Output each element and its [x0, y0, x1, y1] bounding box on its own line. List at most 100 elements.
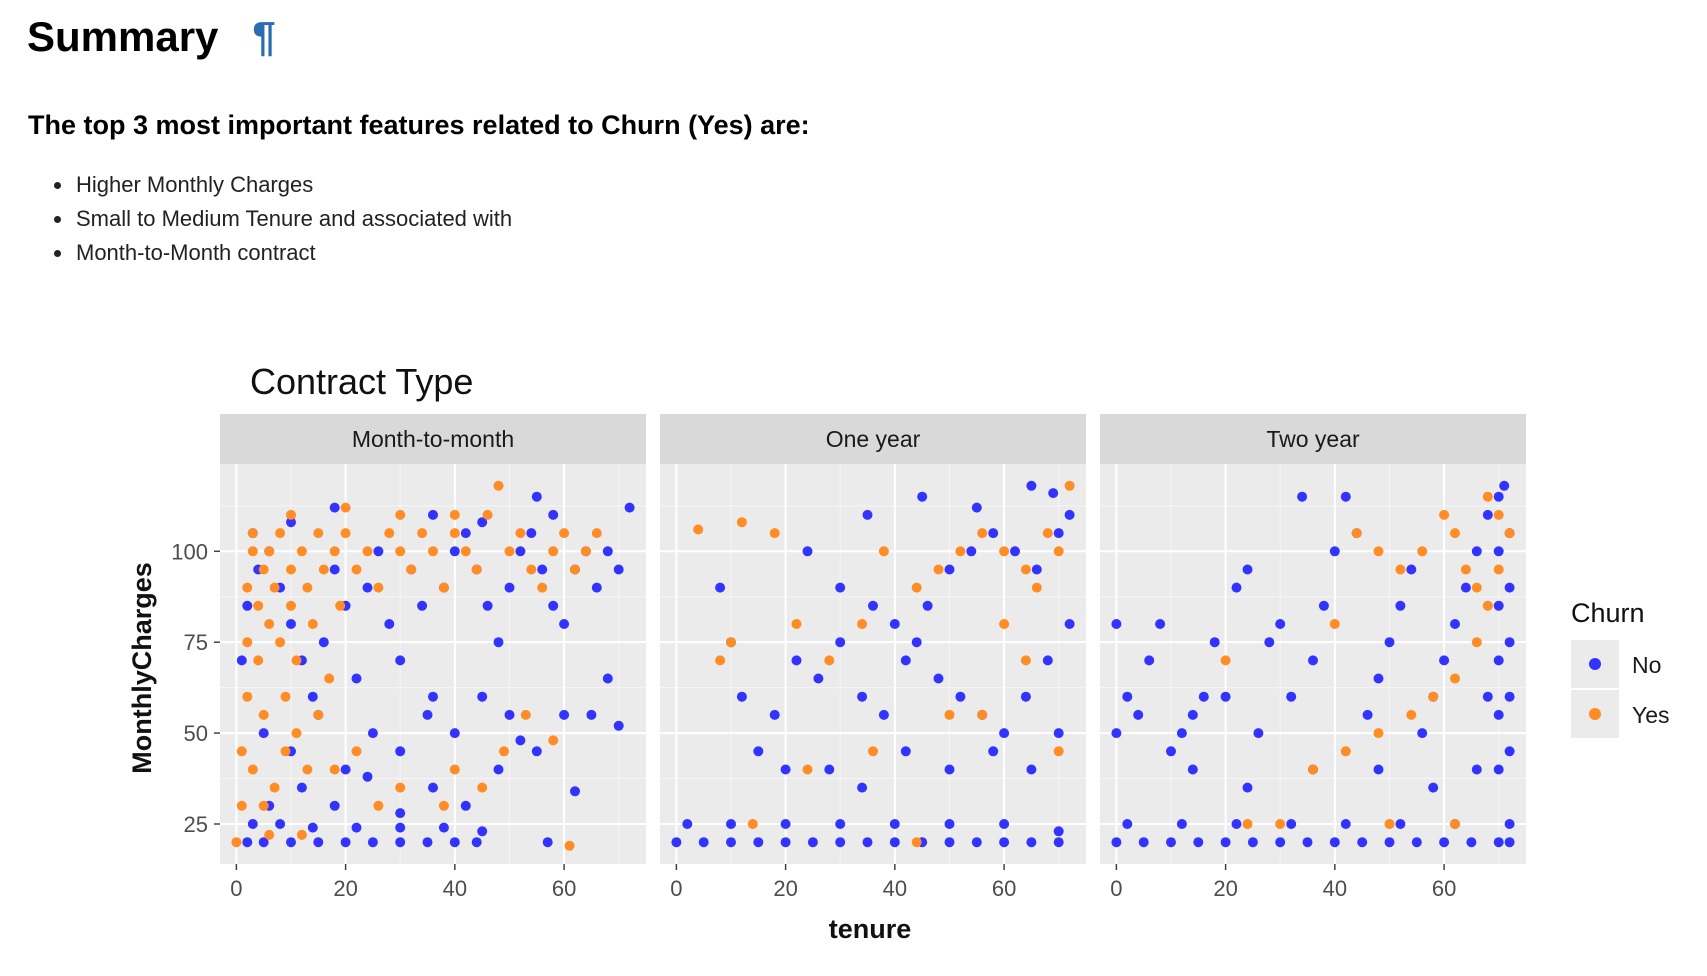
data-point-no — [296, 782, 307, 793]
data-point-no — [988, 528, 999, 539]
data-point-no — [1166, 746, 1176, 757]
data-point-yes — [247, 528, 258, 539]
data-point-yes — [258, 800, 269, 811]
data-point-no — [1138, 837, 1149, 848]
data-point-no — [944, 819, 955, 829]
data-point-yes — [559, 528, 570, 539]
data-point-no — [878, 709, 889, 720]
data-point-yes — [1031, 582, 1042, 593]
data-point-no — [351, 822, 362, 833]
x-tick-label: 40 — [443, 876, 467, 901]
data-point-no — [1493, 546, 1504, 557]
data-point-no — [449, 728, 460, 739]
data-point-no — [460, 528, 471, 539]
legend-label: Yes — [1632, 702, 1670, 728]
legend-label: No — [1632, 652, 1661, 678]
data-point-no — [258, 728, 269, 739]
data-point-no — [1373, 673, 1384, 684]
data-point-no — [395, 655, 406, 666]
facet-strip — [1100, 414, 1526, 464]
data-point-yes — [395, 509, 406, 520]
data-point-yes — [1020, 564, 1031, 575]
data-point-no — [922, 600, 933, 611]
data-point-yes — [242, 637, 253, 648]
data-point-yes — [1220, 655, 1231, 666]
data-point-yes — [1482, 491, 1493, 502]
data-point-yes — [1471, 582, 1482, 593]
data-point-yes — [296, 546, 307, 557]
data-point-no — [1031, 564, 1042, 575]
data-point-no — [1504, 746, 1515, 757]
data-point-no — [1504, 582, 1515, 593]
data-point-no — [351, 673, 362, 684]
facet-panel: Month-to-month 0 20 40 60 25 50 75 100 — [171, 414, 646, 901]
data-point-no — [1362, 709, 1373, 720]
data-point-yes — [548, 735, 559, 746]
data-point-yes — [1373, 728, 1384, 739]
data-point-no — [1406, 564, 1417, 575]
data-point-no — [835, 582, 846, 593]
data-point-yes — [231, 837, 242, 848]
data-point-yes — [1493, 509, 1504, 520]
data-point-no — [242, 837, 253, 848]
data-point-yes — [236, 746, 247, 757]
data-point-yes — [1053, 746, 1064, 757]
data-point-no — [1439, 837, 1450, 848]
data-point-no — [384, 619, 395, 629]
data-point-yes — [1053, 546, 1064, 557]
data-point-no — [417, 600, 428, 611]
data-point-no — [428, 782, 438, 793]
facet-panel: One year 0 20 40 60 — [660, 414, 1086, 901]
data-point-yes — [373, 582, 384, 593]
legend: Churn No Yes — [1571, 598, 1670, 738]
data-point-yes — [324, 673, 335, 684]
data-point-yes — [1450, 819, 1460, 829]
data-point-yes — [307, 619, 318, 629]
y-tick-label: 100 — [171, 539, 208, 564]
data-point-yes — [726, 637, 736, 648]
data-point-no — [889, 619, 900, 629]
data-point-no — [340, 764, 351, 775]
data-point-no — [1460, 582, 1471, 593]
data-point-no — [1340, 491, 1351, 502]
data-point-no — [1286, 691, 1297, 702]
data-point-no — [966, 546, 977, 557]
list-item: Small to Medium Tenure and associated wi… — [74, 202, 512, 236]
data-point-yes — [504, 546, 515, 557]
data-point-yes — [499, 746, 509, 757]
data-point-no — [395, 822, 406, 833]
data-point-no — [1053, 528, 1064, 539]
data-point-no — [889, 837, 900, 848]
data-point-yes — [977, 528, 988, 539]
x-tick-label: 60 — [1432, 876, 1456, 901]
section-title: Summary — [27, 13, 219, 60]
data-point-yes — [1460, 564, 1471, 575]
pilcrow-anchor-icon[interactable]: ¶ — [252, 13, 276, 60]
data-point-no — [1264, 637, 1275, 648]
data-point-yes — [1384, 819, 1395, 829]
x-axis-label: tenure — [829, 914, 912, 944]
data-point-no — [1308, 655, 1318, 666]
data-point-no — [559, 619, 570, 629]
data-point-no — [857, 691, 868, 702]
data-point-no — [1220, 837, 1231, 848]
panel-background — [220, 464, 646, 864]
data-point-no — [1384, 837, 1395, 848]
data-point-yes — [955, 546, 966, 557]
data-point-no — [258, 837, 269, 848]
data-point-no — [813, 673, 824, 684]
data-point-no — [900, 655, 911, 666]
data-point-no — [889, 819, 900, 829]
data-point-no — [1384, 637, 1395, 648]
feature-list: Higher Monthly Charges Small to Medium T… — [50, 168, 512, 270]
data-point-yes — [329, 764, 340, 775]
data-point-no — [999, 819, 1010, 829]
data-point-yes — [1064, 480, 1075, 491]
data-point-yes — [329, 546, 340, 557]
facet-strip-label: Two year — [1266, 426, 1360, 452]
data-point-no — [482, 600, 493, 611]
data-point-no — [1187, 764, 1198, 775]
data-point-no — [247, 819, 258, 829]
data-point-no — [726, 837, 736, 848]
data-point-no — [275, 819, 286, 829]
